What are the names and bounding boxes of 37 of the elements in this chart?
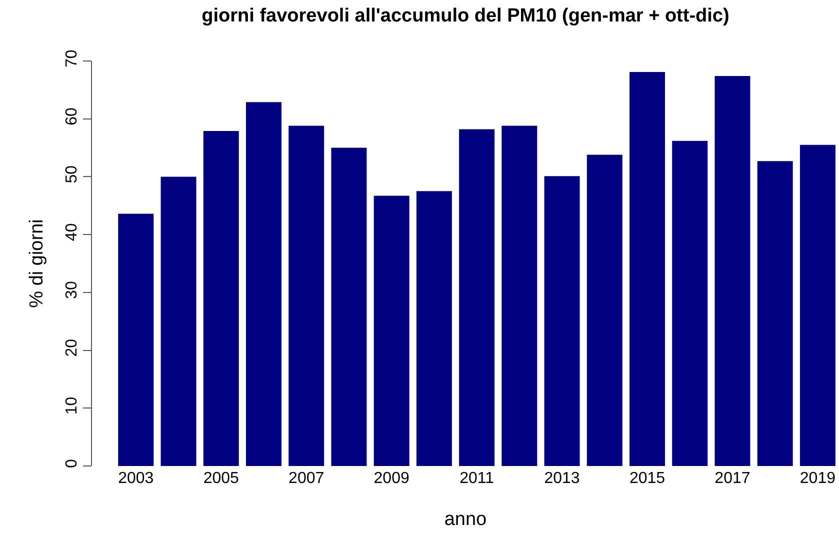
bar <box>586 154 622 466</box>
bar <box>757 161 793 466</box>
bar <box>672 140 708 466</box>
bar <box>288 126 324 466</box>
y-tick-label: 50 <box>64 165 81 184</box>
x-tick-label: 2005 <box>203 470 240 487</box>
y-tick-label: 20 <box>64 338 81 357</box>
y-tick-label: 10 <box>64 396 81 415</box>
x-tick-label: 2015 <box>629 470 666 487</box>
x-tick-label: 2007 <box>288 470 324 487</box>
bar <box>246 102 282 466</box>
x-tick-label: 2019 <box>800 470 836 487</box>
y-tick-label: 70 <box>64 50 81 68</box>
bar <box>160 176 196 466</box>
x-tick-label: 2009 <box>374 470 410 487</box>
bar <box>629 72 665 466</box>
x-tick-label: 2013 <box>544 470 580 487</box>
x-tick-label: 2017 <box>714 470 750 487</box>
bar <box>416 191 452 466</box>
bar <box>118 214 154 466</box>
x-axis-title: anno <box>444 508 487 530</box>
y-tick-label: 60 <box>64 107 81 126</box>
chart-title: giorni favorevoli all'accumulo del PM10 (gen-mar + ott-dic) <box>202 6 730 27</box>
bar <box>800 144 836 466</box>
bar <box>502 126 538 466</box>
bar <box>714 76 750 466</box>
y-tick-label: 30 <box>64 281 81 299</box>
bar <box>544 176 580 466</box>
y-tick-label: 0 <box>64 459 81 468</box>
y-tick-label: 40 <box>64 223 81 242</box>
bar <box>331 148 367 466</box>
bar <box>203 131 239 466</box>
bar <box>374 196 410 466</box>
y-axis-title: % di giorni <box>26 219 48 308</box>
bar <box>459 129 495 466</box>
x-tick-label: 2011 <box>460 470 494 487</box>
x-tick-label: 2003 <box>118 470 154 487</box>
